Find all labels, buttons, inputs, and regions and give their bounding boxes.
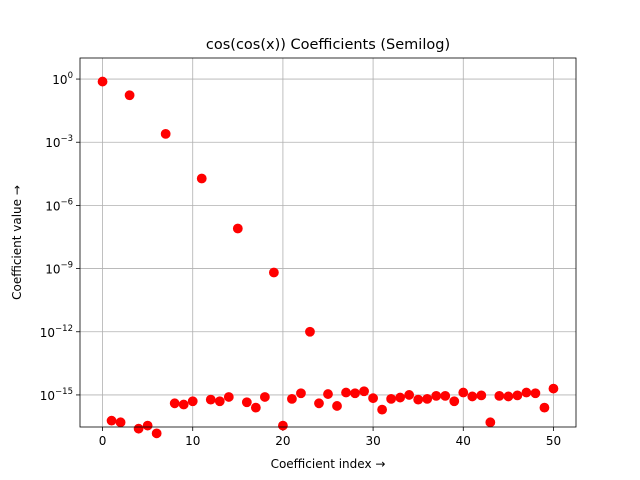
x-tick-label: 40	[456, 434, 471, 448]
data-point	[512, 390, 523, 401]
data-point	[259, 392, 270, 402]
data-point	[485, 417, 496, 428]
data-point	[142, 420, 153, 431]
x-tick-label: 30	[365, 434, 380, 448]
data-point	[232, 223, 243, 234]
data-point	[314, 398, 324, 409]
x-tick-label: 0	[99, 434, 107, 448]
y-tick-label: 10−15	[40, 387, 73, 403]
data-point	[133, 423, 144, 434]
data-point	[440, 390, 451, 401]
data-point	[395, 392, 406, 403]
data-point	[323, 389, 333, 399]
data-point	[422, 393, 433, 404]
y-tick-label: 10−6	[45, 197, 73, 213]
x-tick-label: 10	[185, 434, 200, 448]
y-tick-label: 10−12	[40, 324, 73, 340]
data-point	[241, 397, 252, 408]
data-point	[160, 128, 171, 139]
data-point	[296, 388, 306, 399]
grid-layer	[80, 58, 576, 427]
data-point	[377, 404, 388, 415]
x-axis-label: Coefficient index →	[271, 457, 386, 471]
data-point	[359, 386, 369, 397]
data-point	[97, 76, 108, 87]
data-points	[97, 76, 559, 439]
data-point	[115, 417, 126, 428]
data-point	[350, 388, 360, 399]
chart-title: cos(cos(x)) Coefficients (Semilog)	[206, 37, 450, 53]
data-point	[250, 402, 261, 413]
data-point	[268, 267, 279, 278]
data-point	[223, 392, 234, 402]
y-tick-label: 10−9	[45, 261, 73, 277]
data-point	[287, 393, 297, 404]
data-point	[106, 415, 117, 426]
data-point	[169, 398, 180, 409]
data-point	[368, 393, 378, 404]
tick-layer: 0 10 20 30 40 50 100 10−3 10−6 10−9 10−12 10−15	[40, 71, 561, 448]
data-point	[494, 390, 505, 401]
data-point	[431, 390, 442, 401]
data-point	[278, 420, 288, 431]
data-point	[530, 388, 541, 399]
data-point	[467, 391, 478, 402]
data-point	[332, 401, 342, 411]
plot-frame	[79, 57, 577, 428]
data-point	[386, 393, 397, 404]
data-point	[476, 390, 487, 401]
data-point	[151, 428, 162, 439]
y-axis-label: Coefficient value →	[10, 185, 24, 300]
data-point	[124, 90, 135, 101]
y-tick-label: 10−3	[45, 134, 73, 150]
data-point	[404, 390, 415, 400]
data-point	[539, 402, 550, 413]
data-point	[196, 173, 207, 184]
x-tick-label: 20	[275, 434, 290, 448]
data-point	[178, 399, 189, 410]
data-point	[413, 394, 424, 405]
data-point	[305, 326, 315, 337]
data-point	[205, 394, 216, 405]
data-point	[449, 396, 460, 407]
data-point	[341, 387, 351, 398]
x-tick-label: 50	[546, 434, 561, 448]
data-point	[458, 387, 469, 398]
data-point	[521, 387, 532, 398]
data-point	[548, 383, 559, 394]
y-tick-label: 100	[52, 71, 73, 87]
data-point	[503, 391, 514, 402]
data-point	[187, 396, 198, 407]
data-point	[214, 396, 225, 407]
